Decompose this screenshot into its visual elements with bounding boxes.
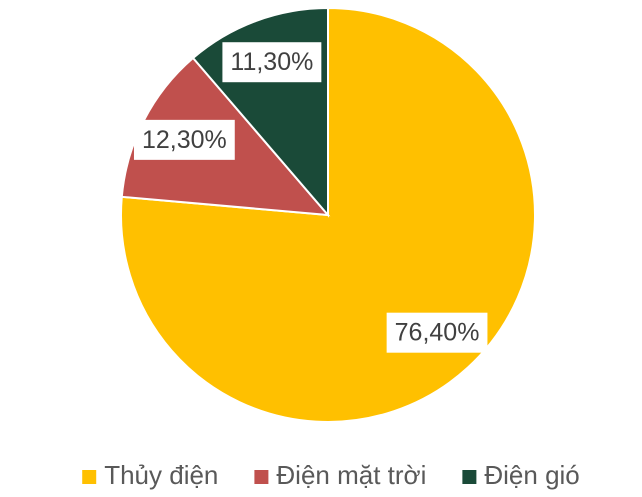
legend-swatch: [82, 470, 97, 484]
legend-swatch: [254, 470, 269, 484]
data-label: 12,30%: [142, 126, 227, 154]
legend-label: Điện gió: [484, 460, 579, 490]
data-label-box: [222, 42, 322, 83]
data-label-box: [133, 119, 235, 160]
data-label-group: 76,40%: [386, 312, 488, 353]
legend-label: Điện mặt trời: [276, 460, 426, 490]
data-label: 11,30%: [230, 48, 313, 76]
data-label-box: [386, 312, 488, 353]
data-label-group: 12,30%: [133, 119, 235, 160]
legend-label: Thủy điện: [104, 460, 218, 490]
data-label-group: 11,30%: [222, 42, 322, 83]
legend-swatch: [462, 470, 477, 484]
data-label: 76,40%: [395, 319, 480, 347]
